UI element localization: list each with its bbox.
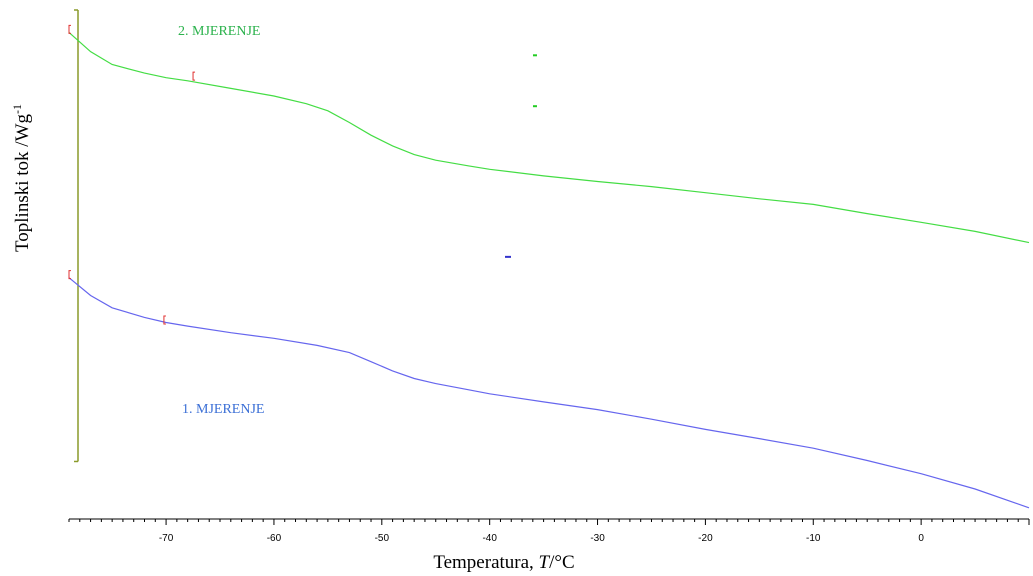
series-label-1: 1. MJERENJE: [182, 402, 264, 417]
y-axis-title-sup: -1: [10, 104, 24, 114]
series-lines: [68, 31, 1030, 509]
reference-bar-group: [74, 9, 79, 463]
red-bracket-marker: [192, 71, 196, 81]
x-axis-title-var: T: [539, 552, 551, 573]
x-axis-title-prefix: Temperatura,: [433, 552, 538, 573]
red-bracket-marker: [68, 24, 71, 34]
x-tick-label: -30: [590, 533, 605, 544]
x-tick-label: -70: [159, 533, 174, 544]
series-label-2: 2. MJERENJE: [178, 24, 260, 39]
x-axis-title: Temperatura, T/°C: [433, 552, 574, 573]
series-line-2: [68, 31, 1030, 244]
x-tick-label: -20: [698, 533, 713, 544]
x-tick-label: -40: [482, 533, 497, 544]
markers: [68, 24, 537, 325]
x-tick-label: -50: [375, 533, 390, 544]
x-tick-label: -10: [806, 533, 821, 544]
y-axis-title: Toplinski tok /Wg-1: [10, 104, 33, 252]
x-tick-label: 0: [918, 533, 924, 544]
red-bracket-marker: [163, 315, 166, 325]
series-line-1: [68, 277, 1030, 509]
x-axis-ticks: -70 -60 -50 -40 -30 -20 -10 0: [68, 519, 1030, 544]
y-axis-title-text: Toplinski tok /Wg: [12, 114, 33, 253]
x-tick-label: -60: [267, 533, 282, 544]
red-bracket-marker: [68, 270, 71, 280]
plot-area: -70 -60 -50 -40 -30 -20 -10 0: [68, 9, 1030, 544]
x-axis-title-unit: /°C: [549, 552, 575, 573]
